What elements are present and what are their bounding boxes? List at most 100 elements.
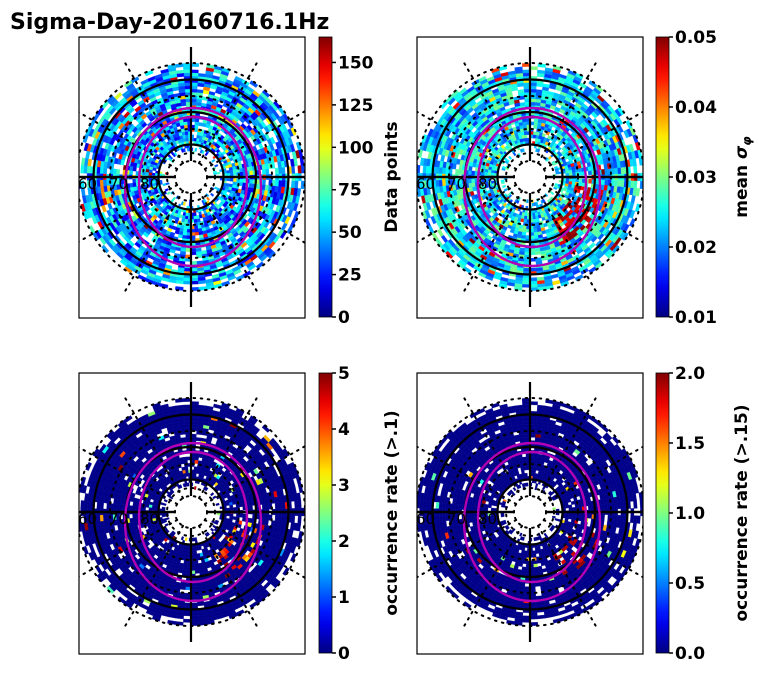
heatmap-cell <box>468 166 473 172</box>
heatmap-cell <box>274 179 279 187</box>
heatmap-cell <box>447 97 456 106</box>
heatmap-cell <box>183 404 192 409</box>
heatmap-cell <box>501 181 505 185</box>
polar-grid <box>79 47 305 307</box>
heatmap-cell <box>568 180 573 185</box>
heatmap-cell <box>199 149 204 154</box>
heatmap-cell <box>529 283 538 288</box>
heatmap-cell <box>600 179 605 185</box>
heatmap-cell <box>181 218 186 223</box>
heatmap-cell <box>552 279 561 286</box>
heatmap-cell <box>578 178 583 183</box>
colorbar-tick-label: 0 <box>338 308 350 328</box>
heatmap-cell <box>144 69 154 77</box>
colorbar-tick-label: 0.01 <box>675 308 717 328</box>
heatmap-cell <box>435 180 440 188</box>
heatmap-cell <box>522 228 527 233</box>
mlt-spoke <box>79 184 179 243</box>
heatmap-cell <box>578 171 583 176</box>
heatmap-cell <box>604 168 609 175</box>
heatmap-cell <box>159 283 169 289</box>
heatmap-cell <box>193 218 198 223</box>
heatmap-cell <box>193 212 197 217</box>
heatmap-cell <box>242 178 247 183</box>
heatmap-cell <box>183 69 192 74</box>
heatmap-cell <box>171 153 176 158</box>
heatmap-cell <box>522 69 531 74</box>
auroral-oval-equatorward <box>123 106 263 268</box>
heatmap-cell <box>534 247 541 252</box>
heatmap-cell <box>520 218 525 223</box>
colorbar-label: Data points <box>382 121 402 232</box>
heatmap-cell <box>572 253 581 261</box>
heatmap-cell <box>522 280 531 285</box>
heatmap-cell <box>182 118 188 123</box>
heatmap-cell <box>290 158 295 167</box>
heatmap-cell <box>280 222 288 231</box>
heatmap-cell <box>241 185 246 191</box>
colorbar-tick-label: 75 <box>338 181 362 201</box>
polar-grid <box>417 47 643 307</box>
heatmap-cell <box>274 167 279 175</box>
heatmap-cell <box>570 265 580 273</box>
heatmap-cell <box>526 199 529 204</box>
heatmap-cell <box>180 148 184 153</box>
heatmap-cell <box>216 171 221 175</box>
heatmap-cell <box>214 186 219 191</box>
heatmap-cell <box>196 218 201 223</box>
heatmap-cell <box>261 179 266 185</box>
heatmap-cell <box>194 147 198 152</box>
heatmap-cell <box>190 404 199 409</box>
heatmap-cell <box>196 260 204 265</box>
colorbar-tick-label: 100 <box>338 138 374 158</box>
auroral-oval-poleward <box>137 115 249 249</box>
heatmap-cell <box>535 131 540 136</box>
heatmap-cell <box>532 131 537 136</box>
heatmap-cell <box>571 172 576 176</box>
heatmap-cell <box>164 264 173 270</box>
heatmap-cell <box>171 196 176 201</box>
heatmap-cell <box>101 204 107 213</box>
heatmap-cell <box>630 194 636 204</box>
heatmap-cell <box>581 178 586 183</box>
heatmap-cell <box>148 169 153 174</box>
heatmap-cell <box>120 159 125 166</box>
heatmap-cell <box>221 280 231 287</box>
heatmap-cell <box>152 167 157 171</box>
heatmap-cell <box>278 514 283 522</box>
heatmap-cell <box>85 150 91 160</box>
figure-title: Sigma-Day-20160716.1Hz <box>10 10 329 35</box>
heatmap-cell <box>523 131 528 136</box>
mlt-spoke <box>198 189 260 295</box>
colorbar-tick-label: 0.03 <box>675 168 717 188</box>
heatmap-cell <box>522 225 527 230</box>
heatmap-cell <box>180 247 187 252</box>
heatmap-cell <box>183 228 188 233</box>
heatmap-cell <box>417 164 421 174</box>
heatmap-cell <box>99 502 104 510</box>
heatmap-cell <box>182 201 186 206</box>
heatmap-cell <box>522 283 531 288</box>
heatmap-cell <box>281 501 286 509</box>
heatmap-cell <box>533 231 539 236</box>
heatmap-cell <box>194 228 199 233</box>
axes-frame <box>78 36 306 319</box>
heatmap-cell <box>281 515 286 523</box>
heatmap-cell <box>519 224 524 229</box>
heatmap-cell <box>198 122 203 127</box>
heatmap-cell <box>297 515 302 524</box>
heatmap-cell <box>452 163 457 170</box>
heatmap-cell <box>438 167 443 175</box>
heatmap-cell <box>294 500 299 509</box>
heatmap-cell <box>425 202 432 211</box>
colorbar-gradient <box>318 36 333 318</box>
heatmap-cell <box>183 280 192 285</box>
colorbar-tick-label: 0.02 <box>675 238 717 258</box>
ring-label-80: 80 <box>140 175 159 193</box>
mlt-spoke <box>203 110 305 170</box>
ring-label-70: 70 <box>447 175 466 193</box>
heatmap-cell <box>455 169 460 175</box>
heatmap-cell <box>132 166 137 172</box>
